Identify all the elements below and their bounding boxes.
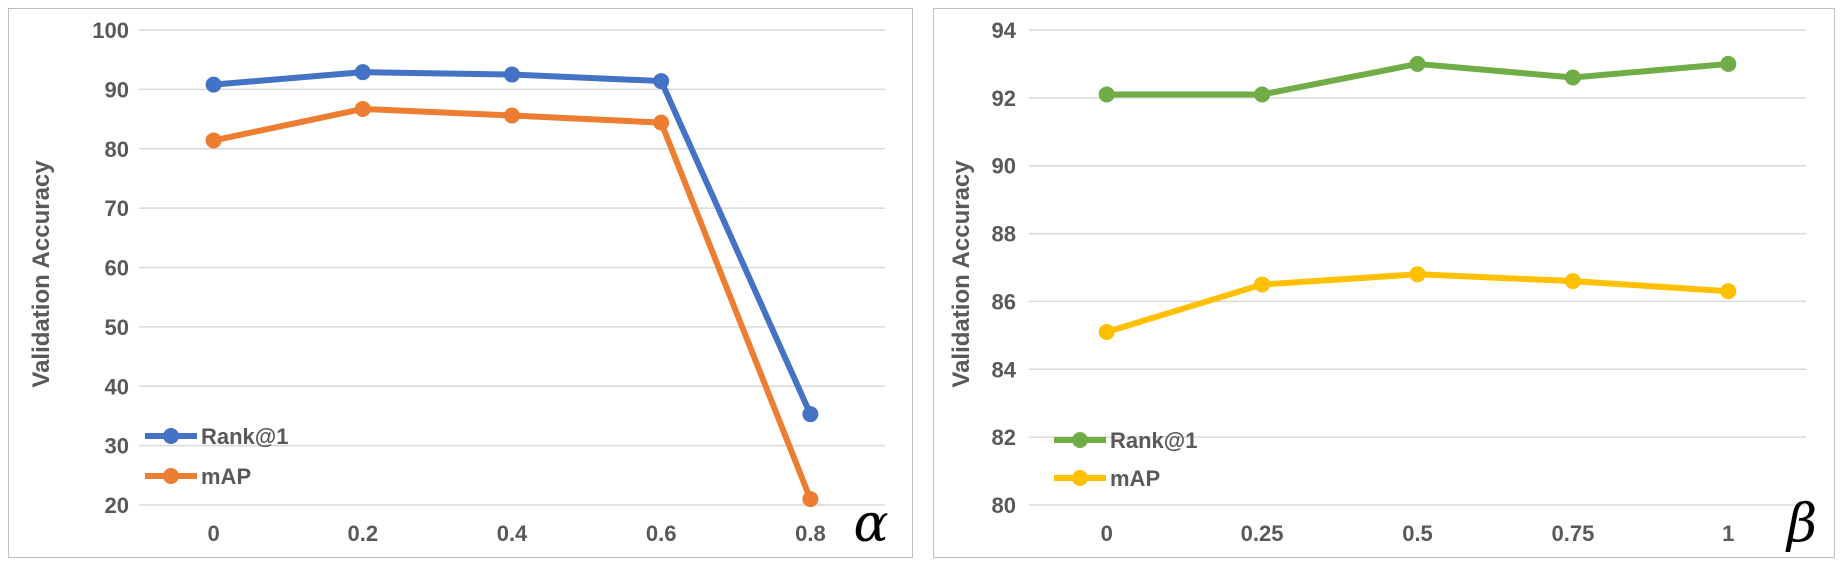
chart-beta-y-tick-label: 90 <box>992 154 1016 179</box>
chart-beta-y-tick-label: 84 <box>992 357 1017 382</box>
chart-beta-legend: Rank@1 mAP <box>1054 428 1197 491</box>
chart-alpha-series-map-point <box>504 107 520 124</box>
chart-alpha-x-tick-label: 0.6 <box>646 521 677 546</box>
chart-alpha-series-rank1-point <box>205 76 222 93</box>
chart-alpha-series <box>205 64 819 508</box>
chart-alpha-legend: Rank@1 mAP <box>145 424 288 489</box>
chart-alpha-series-map-line <box>210 105 814 503</box>
chart-beta-x-ticks: 0 0.25 0.5 0.75 1 <box>1101 521 1735 546</box>
chart-alpha-x-ticks: 0 0.2 0.4 0.6 0.8 <box>207 521 825 546</box>
legend-label-map: mAP <box>201 464 251 489</box>
chart-beta-x-tick-label: 1 <box>1722 521 1734 546</box>
chart-alpha-y-axis-label: Validation Accuracy <box>28 160 55 388</box>
chart-beta-series-map-point <box>1098 323 1115 340</box>
chart-beta-y-tick-label: 86 <box>992 289 1016 314</box>
chart-beta-series-rank1-point <box>1720 55 1737 72</box>
chart-alpha-series-map-point <box>653 114 670 131</box>
chart-beta-x-tick-label: 0.25 <box>1241 521 1284 546</box>
chart-alpha-x-axis-label: α <box>853 494 888 554</box>
chart-alpha-y-tick-label: 90 <box>105 77 129 102</box>
chart-alpha: 20 30 40 50 60 70 80 90 100 0 0.2 0.4 0.6 0.8 Valida… <box>28 18 889 554</box>
legend-swatch-rank1-marker <box>163 428 179 444</box>
chart-alpha-series-map-point <box>354 100 371 117</box>
chart-alpha-x-tick-label: 0.4 <box>497 521 528 546</box>
chart-alpha-x-tick-label: 0.2 <box>348 521 379 546</box>
chart-alpha-y-tick-label: 40 <box>105 374 129 399</box>
chart-beta-series-map-point <box>1409 266 1426 283</box>
chart-beta-x-tick-label: 0.75 <box>1551 521 1594 546</box>
chart-alpha-y-tick-label: 70 <box>105 196 129 221</box>
chart-alpha-x-tick-label: 0 <box>207 521 219 546</box>
chart-alpha-y-tick-label: 100 <box>92 18 129 43</box>
chart-alpha-y-ticks: 20 30 40 50 60 70 80 90 100 <box>92 18 129 518</box>
chart-beta-y-tick-label: 82 <box>992 425 1016 450</box>
chart-beta-series-map-point <box>1720 283 1737 300</box>
chart-beta-x-axis-label: β <box>1785 494 1817 554</box>
chart-alpha-y-tick-label: 20 <box>105 493 129 518</box>
chart-beta-y-axis-label: Validation Accuracy <box>948 160 975 388</box>
chart-alpha-y-tick-label: 50 <box>105 315 129 340</box>
chart-alpha-y-tick-label: 30 <box>105 434 129 459</box>
chart-beta-y-tick-label: 80 <box>992 493 1016 518</box>
chart-beta-gridlines <box>1029 29 1806 506</box>
chart-alpha-panel: 20 30 40 50 60 70 80 90 100 0 0.2 0.4 0.6 0.8 Valida… <box>8 8 913 558</box>
chart-alpha-gridlines <box>139 29 885 506</box>
chart-beta-y-tick-label: 88 <box>992 222 1016 247</box>
chart-alpha-series-map-point <box>205 132 222 149</box>
chart-beta-series-rank1-point <box>1254 86 1271 103</box>
chart-beta-y-tick-label: 92 <box>992 86 1016 111</box>
legend-label-map: mAP <box>1110 466 1160 491</box>
chart-beta-series-rank1-point <box>1098 86 1115 103</box>
legend-swatch-map-marker <box>163 468 179 484</box>
chart-beta-series-map-point <box>1564 273 1581 290</box>
chart-alpha-y-tick-label: 60 <box>105 256 129 281</box>
legend-label-rank1: Rank@1 <box>1110 428 1197 453</box>
chart-beta-series-rank1-point <box>1564 69 1581 86</box>
chart-beta-series <box>1098 55 1737 340</box>
chart-alpha-x-tick-label: 0.8 <box>795 521 826 546</box>
chart-beta-y-tick-label: 94 <box>992 18 1017 43</box>
chart-alpha-series-rank1-point <box>653 73 670 90</box>
chart-alpha-series-map-point <box>802 491 819 508</box>
chart-beta-series-map-point <box>1254 276 1271 293</box>
legend-swatch-rank1-marker <box>1072 432 1088 448</box>
chart-alpha-series-rank1-point <box>504 66 520 83</box>
chart-alpha-series-rank1-point <box>802 406 819 423</box>
chart-beta-y-ticks: 80 82 84 86 88 90 92 94 <box>992 18 1017 518</box>
legend-label-rank1: Rank@1 <box>201 424 288 449</box>
chart-beta-panel: 80 82 84 86 88 90 92 94 0 0.25 0.5 0.75 1 Validatio… <box>933 8 1835 558</box>
chart-beta: 80 82 84 86 88 90 92 94 0 0.25 0.5 0.75 1 Validatio… <box>948 18 1817 554</box>
legend-swatch-map-marker <box>1072 470 1088 486</box>
chart-beta-series-rank1-point <box>1409 55 1426 72</box>
chart-beta-x-tick-label: 0 <box>1101 521 1113 546</box>
chart-beta-series-map-line <box>1103 271 1732 335</box>
chart-beta-x-tick-label: 0.5 <box>1402 521 1433 546</box>
chart-alpha-y-tick-label: 80 <box>105 137 129 162</box>
chart-alpha-series-rank1-point <box>354 64 371 81</box>
